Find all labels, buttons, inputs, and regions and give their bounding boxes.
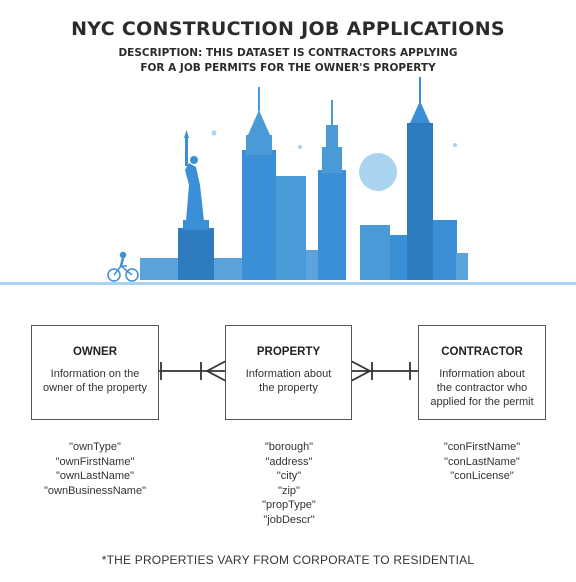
entity-description: Information on the owner of the property [32,367,158,395]
decor-dot [211,130,217,136]
skyscraper-empire [318,100,346,280]
description-line: Information about [245,368,332,380]
description-line: the contractor who [436,382,528,394]
entity-owner: OWNER Information on the owner of the pr… [31,325,159,420]
entity-description: Information about the property [226,367,351,395]
entity-title: CONTRACTOR [441,346,523,358]
skyscraper-tower [407,77,433,280]
entity-title: PROPERTY [256,346,321,358]
attribute: "ownFirstName" [55,455,135,468]
attribute: "propType" [262,499,316,511]
attribute: "ownLastName" [55,470,135,482]
building [360,225,390,280]
entity-contractor: CONTRACTOR Information about the contrac… [418,325,546,420]
description-line: owner of the property [43,382,147,394]
owner-attributes: "ownType" "ownFirstName" "ownLastName" "… [30,440,160,498]
nyc-skyline-illustration [0,77,576,285]
footnote: *THE PROPERTIES VARY FROM CORPORATE TO R… [101,553,475,567]
entity-description: Information about the contractor who app… [419,367,545,409]
attribute: "borough" [264,441,314,453]
attribute: "city" [276,470,302,482]
description-line: the property [259,382,318,394]
ground-line [0,282,576,285]
attribute: "conLastName" [444,455,520,468]
contractor-attributes: "conFirstName" "conLastName" "conLicense… [417,440,547,484]
attribute: "address" [265,455,313,468]
entity-title: OWNER [72,346,118,358]
statue-of-liberty-icon [178,130,214,280]
building [432,220,457,280]
skyscraper-spire [242,87,276,280]
attribute: "conLicense" [450,470,514,482]
property-attributes: "borough" "address" "city" "zip" "propTy… [224,440,354,527]
description-line: Information about [439,368,525,380]
cyclist-icon [107,251,139,282]
attribute: "conFirstName" [443,441,521,453]
attribute: "ownBusinessName" [44,484,146,497]
building [456,253,468,280]
sun-icon [359,153,397,191]
description-line: applied for the permit [430,396,534,408]
description: DESCRIPTION: THIS DATASET IS CONTRACTORS… [0,46,576,76]
decor-dot [298,145,302,149]
attribute: "ownType" [69,441,121,453]
page-title: NYC CONSTRUCTION JOB APPLICATIONS [71,18,505,40]
entity-property: PROPERTY Information about the property [225,325,352,420]
description-line: Information on the [50,368,140,380]
description-line-2: FOR A JOB PERMITS FOR THE OWNER'S PROPER… [140,62,436,74]
description-line-1: DESCRIPTION: THIS DATASET IS CONTRACTORS… [118,47,458,59]
building [276,176,306,280]
property-contractor-relationship [350,360,419,382]
decor-dot [453,143,457,147]
attribute: "jobDescr" [263,513,315,526]
attribute: "zip" [278,484,300,497]
